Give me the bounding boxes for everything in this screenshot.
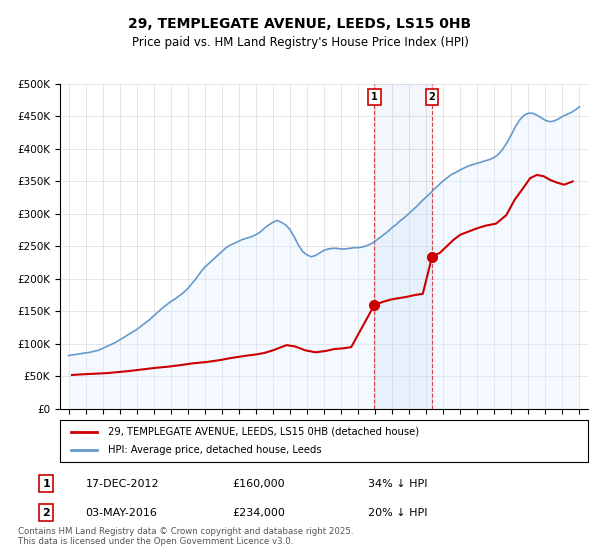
- Text: HPI: Average price, detached house, Leeds: HPI: Average price, detached house, Leed…: [107, 445, 321, 455]
- Text: 1: 1: [371, 92, 378, 102]
- Text: £234,000: £234,000: [232, 508, 285, 517]
- Text: Price paid vs. HM Land Registry's House Price Index (HPI): Price paid vs. HM Land Registry's House …: [131, 36, 469, 49]
- Text: 1: 1: [43, 479, 50, 489]
- Text: 17-DEC-2012: 17-DEC-2012: [86, 479, 160, 489]
- Text: 29, TEMPLEGATE AVENUE, LEEDS, LS15 0HB: 29, TEMPLEGATE AVENUE, LEEDS, LS15 0HB: [128, 17, 472, 31]
- Text: Contains HM Land Registry data © Crown copyright and database right 2025.
This d: Contains HM Land Registry data © Crown c…: [18, 526, 353, 546]
- Text: 20% ↓ HPI: 20% ↓ HPI: [368, 508, 427, 517]
- Text: 29, TEMPLEGATE AVENUE, LEEDS, LS15 0HB (detached house): 29, TEMPLEGATE AVENUE, LEEDS, LS15 0HB (…: [107, 427, 419, 437]
- Text: 03-MAY-2016: 03-MAY-2016: [86, 508, 158, 517]
- Text: 2: 2: [43, 508, 50, 517]
- Text: 34% ↓ HPI: 34% ↓ HPI: [368, 479, 427, 489]
- Text: 2: 2: [428, 92, 436, 102]
- Text: £160,000: £160,000: [232, 479, 285, 489]
- Bar: [374, 84, 432, 409]
- FancyBboxPatch shape: [60, 420, 588, 462]
